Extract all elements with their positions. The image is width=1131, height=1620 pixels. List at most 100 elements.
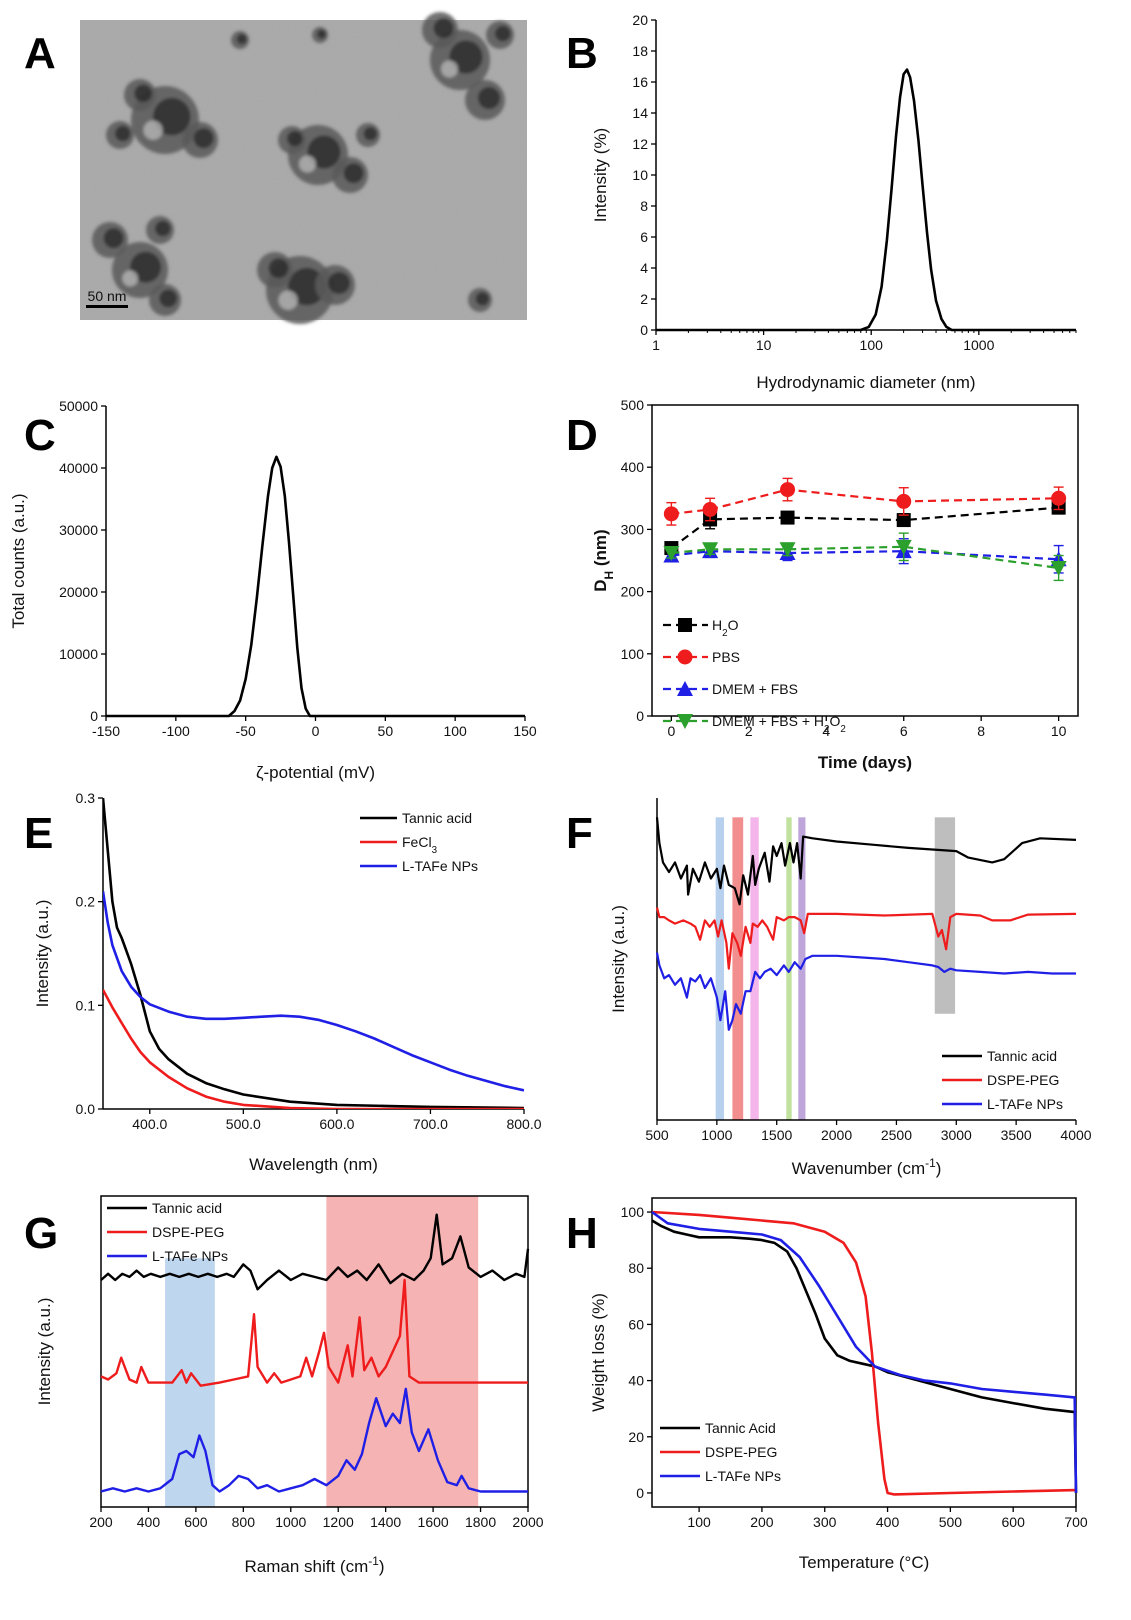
x-axis-label-part: -1 <box>925 1156 936 1170</box>
y-tick-label: 30000 <box>59 522 98 538</box>
x-tick-label: 3500 <box>1001 1127 1032 1143</box>
y-tick-label: 0 <box>636 1485 644 1501</box>
particle-core <box>193 128 214 149</box>
marker-triangle-down <box>702 542 719 558</box>
highlight-band <box>750 817 759 1120</box>
particle-core <box>495 25 511 42</box>
y-tick-label: 12 <box>632 136 648 152</box>
particle-core <box>153 97 191 136</box>
panel-a-micrograph: 50 nm <box>80 12 527 324</box>
ftir-line-0 <box>655 817 1077 906</box>
highlight-band <box>326 1196 479 1507</box>
x-tick-label: 200 <box>89 1514 113 1530</box>
particle-core <box>363 127 377 141</box>
marker-triangle-down <box>779 542 796 558</box>
highlight-band <box>732 817 744 1120</box>
marker-circle <box>663 506 679 522</box>
y-tick-label: 6 <box>640 229 648 245</box>
particle-core <box>159 289 177 308</box>
legend-label: L-TAFe NPs <box>987 1096 1063 1112</box>
x-axis-label: Wavelength (nm) <box>249 1155 378 1174</box>
y-tick-label: 8 <box>640 198 648 214</box>
legend-label: L-TAFe NPs <box>402 858 478 874</box>
particle-hole <box>122 270 139 287</box>
y-tick-label: 10000 <box>59 646 98 662</box>
panel-letter-b: B <box>566 29 598 78</box>
legend-label-part: 2 <box>824 724 829 735</box>
x-tick-label: 2500 <box>881 1127 912 1143</box>
particle-core <box>130 251 162 283</box>
particle-core <box>317 29 326 39</box>
legend-label: H2O <box>712 617 739 639</box>
legend-label-part: L-TAFe NPs <box>402 858 478 874</box>
ftir-line-2 <box>655 952 1076 1031</box>
x-tick-label: -100 <box>162 723 190 739</box>
y-tick-label: 0 <box>640 322 648 338</box>
y-tick-label: 0 <box>90 708 98 724</box>
x-tick-label: 700 <box>1064 1514 1088 1530</box>
panel-b-chart: 1 10 100 1000 0 2 4 6 8 10 12 14 16 18 20 Hydrodynamic … <box>591 12 1077 392</box>
x-tick-label: 400.0 <box>132 1116 167 1132</box>
legend-label-part: FeCl <box>402 834 432 850</box>
x-tick-label: 500 <box>939 1514 963 1530</box>
marker-triangle-down <box>1050 560 1067 576</box>
highlight-band <box>786 817 792 1120</box>
particle-core <box>288 267 326 306</box>
marker-triangle-up <box>677 681 693 696</box>
y-tick-label: 10 <box>632 167 648 183</box>
y-tick-label: 100 <box>621 646 645 662</box>
series-line <box>670 506 1059 549</box>
x-axis-label: Hydrodynamic diameter (nm) <box>756 373 975 392</box>
legend-label: DMEM + FBS + H2O2 <box>712 713 846 735</box>
y-tick-label: 100 <box>621 1204 645 1220</box>
y-tick-label: 60 <box>628 1316 644 1332</box>
series-line <box>671 545 1059 570</box>
marker-triangle-down <box>895 539 912 555</box>
y-tick-label: 14 <box>632 105 648 121</box>
particle-core <box>307 135 341 169</box>
panel-letter-h: H <box>566 1209 598 1258</box>
y-tick-label: 500 <box>621 397 645 413</box>
series-1 <box>663 477 1067 526</box>
y-tick-label: 40000 <box>59 460 98 476</box>
series-line <box>671 488 1059 515</box>
series-0 <box>664 500 1066 556</box>
legend-label: Tannic acid <box>987 1048 1057 1064</box>
x-tick-label: 3000 <box>941 1127 972 1143</box>
particle-core <box>287 130 303 147</box>
tga-line-0 <box>651 1219 1078 1494</box>
x-axis-label-part: -1 <box>368 1554 379 1568</box>
legend-label: L-TAFe NPs <box>152 1248 228 1264</box>
marker-triangle-down <box>677 714 693 729</box>
x-tick-label: 1200 <box>323 1514 354 1530</box>
y-axis-label: Intensity (a.u.) <box>33 900 52 1008</box>
particle-core <box>236 34 247 45</box>
x-tick-label: 600.0 <box>319 1116 354 1132</box>
legend-label: PBS <box>712 649 740 665</box>
y-tick-label: 300 <box>621 521 645 537</box>
legend-label: DSPE-PEG <box>705 1444 777 1460</box>
particle-core <box>115 125 131 142</box>
x-axis-label: Raman shift (cm-1) <box>245 1554 385 1576</box>
panel-letter-d: D <box>566 411 598 460</box>
legend: Tannic Acid DSPE-PEG L-TAFe NPs <box>660 1420 781 1484</box>
x-tick-label: 10 <box>756 337 772 353</box>
y-axis-label-part: (nm) <box>591 529 610 571</box>
tga-line-1 <box>651 1210 1077 1496</box>
y-tick-label: 20000 <box>59 584 98 600</box>
x-tick-label: 50 <box>378 723 394 739</box>
legend-label-part: Tannic acid <box>402 810 472 826</box>
plot-frame <box>100 1195 529 1508</box>
marker-circle <box>702 501 718 517</box>
x-tick-label: 600 <box>184 1514 208 1530</box>
legend-label-part: H <box>712 617 722 633</box>
x-tick-label: 150 <box>513 723 537 739</box>
y-tick-label: 16 <box>632 74 648 90</box>
y-tick-label: 50000 <box>59 398 98 414</box>
spectrum-line-1 <box>103 989 524 1109</box>
x-axis-label: Time (days) <box>818 753 912 772</box>
y-axis-label: Intensity (a.u.) <box>35 1298 54 1406</box>
x-axis-label-part: ) <box>379 1557 385 1576</box>
